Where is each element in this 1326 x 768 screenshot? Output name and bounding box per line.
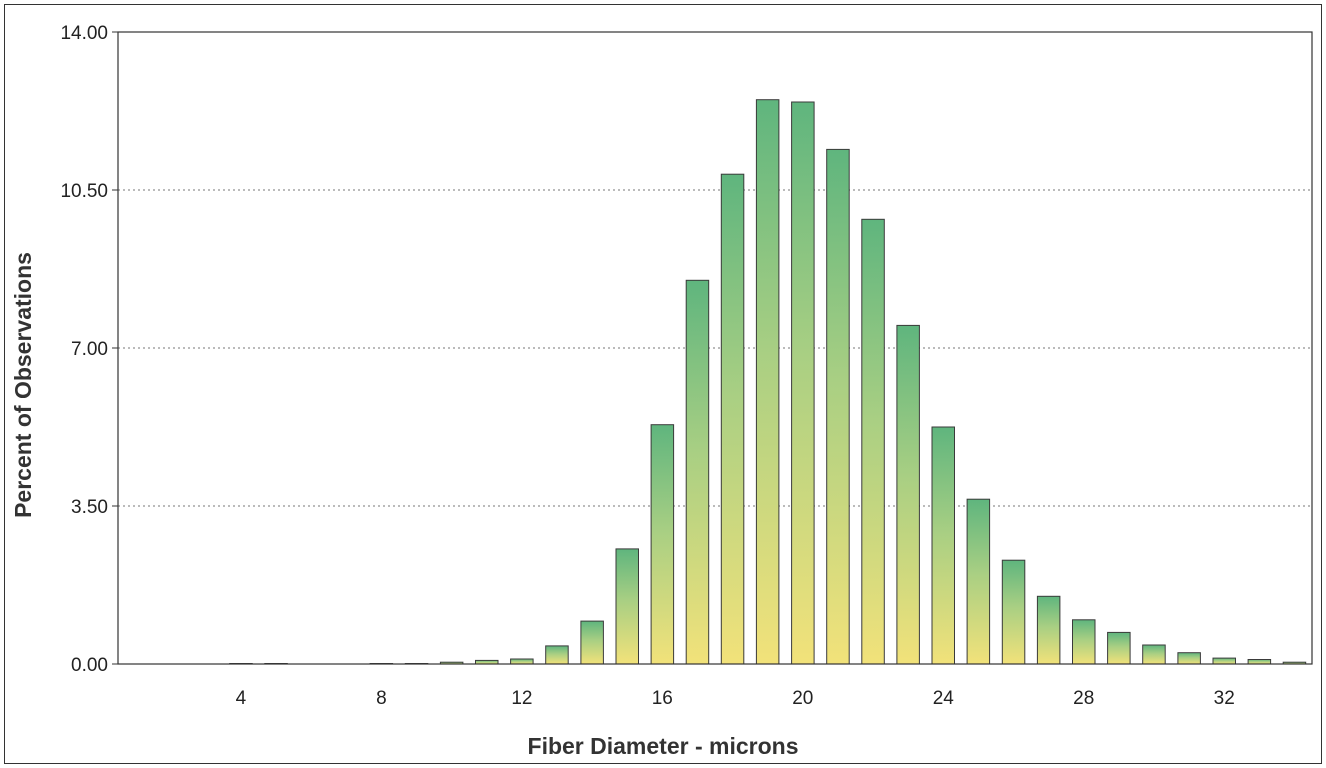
x-axis-title: Fiber Diameter - microns [528,733,799,759]
x-tick-label: 24 [933,688,955,709]
y-tick-label: 0.00 [71,655,108,676]
y-tick-label: 14.00 [60,23,108,44]
bar-23 [896,324,920,665]
bar-13 [545,645,569,665]
bar-16 [650,424,675,665]
x-tick-label: 28 [1073,688,1094,709]
y-axis-ticks: 0.00 3.50 7.00 10.50 14.00 [60,23,118,676]
bar-29 [1107,631,1131,665]
bar-26 [1001,559,1026,665]
bar-20 [791,101,815,665]
x-tick-label: 32 [1214,688,1235,709]
bars [229,99,1307,665]
bar-25 [966,498,991,665]
y-tick-label: 3.50 [71,497,108,518]
bar-30 [1142,644,1166,665]
bar-17 [685,279,710,665]
x-tick-label: 16 [652,688,673,709]
bar-21 [826,148,850,665]
bar-31 [1177,652,1201,665]
bar-24 [931,426,955,665]
bar-15 [615,548,639,665]
chart-frame [4,4,1322,764]
bar-19 [755,99,780,665]
y-tick-label: 7.00 [71,339,108,360]
bar-33 [1247,659,1272,665]
x-tick-label: 4 [236,688,247,709]
bar-12 [510,658,534,665]
bar-32 [1212,657,1236,665]
x-tick-label: 8 [376,688,387,709]
y-axis-title: Percent of Observations [10,252,36,518]
x-tick-label: 20 [792,688,813,709]
x-tick-label: 12 [511,688,532,709]
bar-22 [861,218,885,665]
grid-lines [118,189,1312,507]
x-axis-ticks: 4 8 12 16 20 24 28 32 [236,688,1235,709]
bar-14 [580,620,604,665]
y-tick-label: 10.50 [60,181,108,202]
bar-28 [1072,619,1096,665]
bar-18 [720,173,745,665]
bar-27 [1036,595,1061,665]
